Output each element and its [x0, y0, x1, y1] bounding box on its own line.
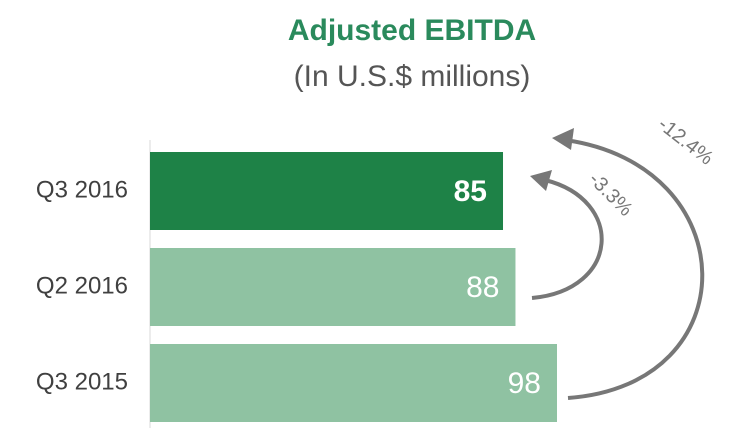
bar	[150, 248, 516, 326]
annotation: -12.4%	[654, 113, 718, 169]
arrowhead-small	[530, 170, 552, 191]
bar	[150, 344, 557, 422]
data-label: 88	[466, 271, 499, 304]
data-label: 98	[508, 367, 541, 400]
chart-subtitle: (In U.S.$ millions)	[294, 60, 531, 93]
y-tick-label: Q2 2016	[36, 272, 128, 299]
bar	[150, 152, 504, 230]
y-tick-label: Q3 2015	[36, 368, 128, 395]
data-label: 85	[454, 175, 487, 208]
arrowhead-large	[552, 128, 574, 150]
y-tick-label: Q3 2016	[36, 176, 128, 203]
arrow-small	[531, 178, 604, 300]
arrow-large	[564, 138, 705, 400]
chart-title: Adjusted EBITDA	[288, 14, 536, 47]
